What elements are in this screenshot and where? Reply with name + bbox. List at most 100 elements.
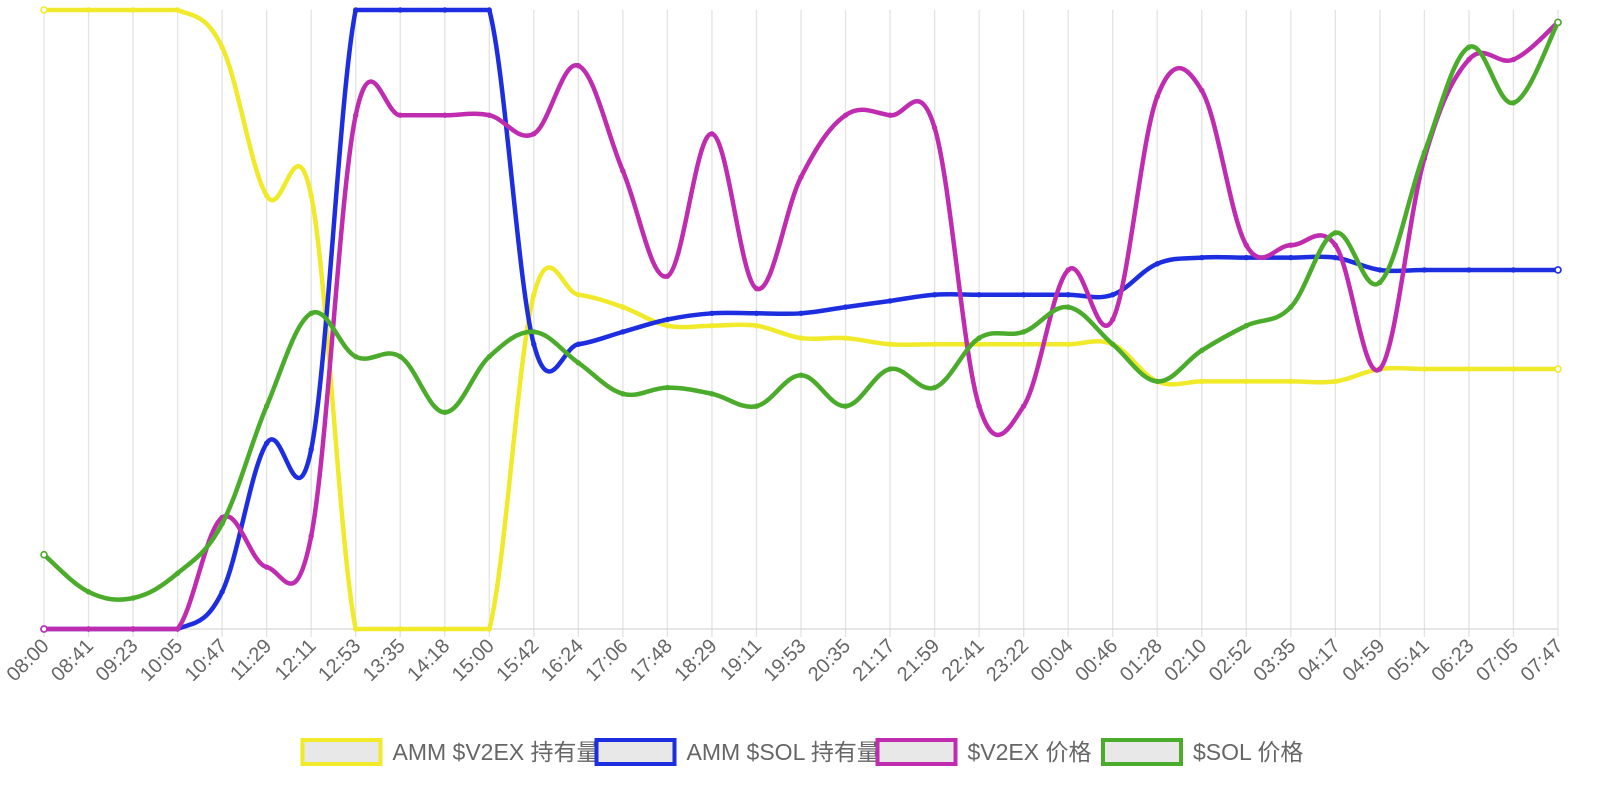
data-point (664, 384, 671, 391)
data-point (219, 521, 225, 527)
x-tick-label: 08:41 (47, 635, 98, 686)
legend-label: AMM $V2EX 持有量 (393, 739, 600, 765)
x-tick-label: 20:35 (804, 635, 855, 686)
data-point (531, 341, 537, 347)
data-point (1554, 18, 1562, 27)
data-point (976, 341, 982, 347)
data-point (1154, 93, 1160, 100)
data-point (308, 446, 314, 453)
data-point (1110, 316, 1116, 323)
data-point (575, 360, 582, 366)
data-point (620, 168, 626, 174)
data-point (1243, 378, 1249, 385)
data-point (1199, 254, 1205, 261)
legend[interactable]: AMM $V2EX 持有量 AMM $SOL 持有量 $V2EX 价格 $SOL 价格 (300, 738, 1304, 766)
x-tick-label: 09:23 (92, 635, 143, 686)
data-point (442, 7, 448, 13)
data-point (263, 440, 270, 446)
data-point (798, 310, 804, 317)
x-tick-label: 12:53 (314, 635, 365, 686)
data-point (753, 403, 760, 409)
data-point (486, 353, 492, 360)
data-point (130, 595, 136, 601)
data-point (620, 304, 626, 310)
data-point (575, 63, 582, 69)
data-point (709, 391, 715, 397)
data-point (130, 626, 136, 632)
data-point (976, 335, 982, 341)
data-point (531, 131, 537, 137)
data-point (1421, 366, 1428, 372)
legend-label: AMM $SOL 持有量 (687, 739, 880, 765)
data-point (308, 193, 314, 199)
x-tick-label: 08:00 (3, 635, 54, 686)
x-tick-label: 01:28 (1116, 635, 1167, 686)
data-point (753, 322, 760, 329)
x-tick-label: 10:47 (181, 635, 232, 686)
data-point (130, 7, 136, 13)
data-point (798, 372, 804, 378)
x-tick-label: 17:06 (581, 635, 632, 686)
x-tick-label: 12:11 (271, 635, 321, 685)
data-point (353, 112, 359, 118)
series-layer (40, 6, 1562, 633)
data-point (976, 403, 982, 409)
x-tick-label: 02:10 (1160, 635, 1211, 686)
legend-item-3[interactable]: $V2EX 价格 (875, 738, 1092, 766)
data-point (486, 626, 492, 632)
x-tick-label: 23:22 (982, 635, 1033, 686)
data-point (931, 384, 938, 391)
data-point (1020, 341, 1027, 347)
series-line (41, 20, 1561, 602)
x-tick-label: 04:17 (1294, 635, 1345, 686)
x-tick-label: 00:04 (1027, 635, 1078, 686)
data-point (664, 316, 671, 323)
data-point (575, 341, 582, 347)
data-point (1065, 341, 1071, 347)
x-tick-label: 15:00 (448, 635, 499, 686)
data-point (85, 626, 92, 632)
data-point (620, 391, 626, 397)
data-point (1377, 267, 1383, 273)
x-tick-label: 15:42 (492, 635, 543, 686)
data-point (1154, 261, 1160, 267)
x-axis-ticks: 08:0008:4109:2310:0510:4711:2912:1112:53… (3, 635, 1568, 686)
data-point (397, 7, 403, 13)
data-point (664, 273, 671, 279)
data-point (1243, 322, 1249, 329)
x-tick-label: 19:11 (716, 635, 766, 685)
data-point (575, 292, 582, 298)
data-point (1154, 378, 1160, 385)
data-point (753, 310, 760, 317)
legend-swatch (300, 738, 383, 766)
data-point (1065, 267, 1071, 273)
data-point (308, 310, 314, 317)
x-tick-label: 06:23 (1428, 635, 1479, 686)
data-point (620, 329, 626, 335)
data-point (1110, 292, 1116, 298)
data-point (353, 626, 359, 632)
x-tick-label: 04:59 (1338, 635, 1389, 686)
data-point (85, 589, 92, 595)
data-point (709, 131, 715, 137)
data-point (1421, 149, 1428, 156)
data-point (397, 112, 403, 118)
legend-item-2[interactable]: AMM $SOL 持有量 (594, 738, 880, 766)
x-tick-label: 00:46 (1071, 635, 1122, 686)
data-point (1199, 378, 1205, 385)
data-point (40, 6, 48, 14)
data-point (931, 341, 938, 347)
x-tick-label: 07:05 (1472, 635, 1523, 686)
x-tick-label: 14:18 (403, 635, 454, 686)
data-point (174, 570, 181, 576)
data-point (753, 285, 760, 292)
data-point (1332, 242, 1339, 248)
data-point (842, 335, 849, 341)
data-point (1421, 267, 1428, 273)
data-point (887, 341, 893, 347)
legend-item-4[interactable]: $SOL 价格 (1101, 738, 1303, 766)
legend-item-1[interactable]: AMM $V2EX 持有量 (300, 738, 600, 766)
legend-swatch (594, 738, 677, 766)
data-point (1554, 266, 1562, 274)
data-point (1199, 87, 1205, 94)
